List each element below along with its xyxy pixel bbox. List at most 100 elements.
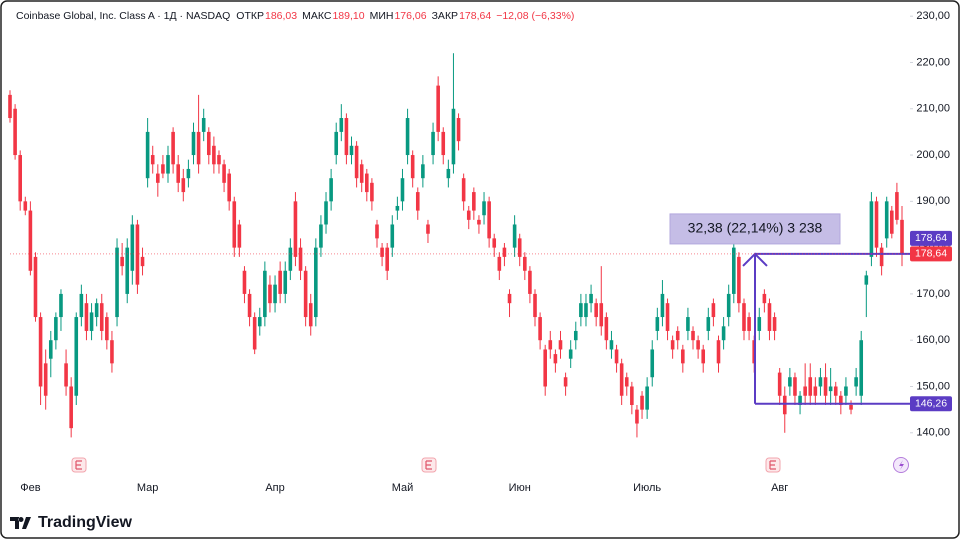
candle-body [69, 386, 73, 429]
x-tick-label: Авг [771, 482, 788, 494]
candle-body [711, 303, 716, 318]
candle-body [706, 317, 711, 331]
candle-body [645, 386, 649, 410]
earnings-glyph [769, 460, 776, 470]
price-label-box [910, 230, 952, 246]
candle-body [686, 317, 690, 331]
candle-body [222, 164, 226, 183]
candle-body [278, 270, 282, 294]
ohlc-value: 176,06 [394, 10, 427, 22]
candle-body [477, 219, 481, 225]
candle-body [171, 131, 175, 165]
candle-body [757, 317, 762, 331]
candle-body [818, 377, 823, 387]
candle-body [854, 377, 858, 387]
candle-body [594, 303, 598, 318]
candle-body [303, 270, 308, 318]
x-tick-label: Июль [633, 482, 661, 494]
candle-body [293, 201, 298, 257]
candle-body [900, 219, 904, 254]
candle-body [497, 256, 502, 271]
candle-body [329, 178, 333, 202]
candle-body [884, 201, 889, 239]
candle-body [380, 247, 384, 257]
candle-body [859, 340, 864, 396]
candle-body [461, 178, 466, 202]
x-tick-label: Мар [137, 482, 159, 494]
candle-body [507, 293, 512, 304]
x-tick-label: Май [392, 482, 414, 494]
candle-body [263, 270, 267, 318]
candle-body [135, 224, 140, 285]
candle-body [237, 224, 242, 248]
candle-body [217, 155, 221, 165]
candle-body [579, 303, 583, 318]
y-tick-label: 210,00 [916, 103, 950, 115]
candle-body [370, 182, 374, 202]
candle-body [212, 145, 216, 165]
candle-body [701, 349, 706, 364]
candle-body [528, 270, 532, 294]
candle-body [441, 131, 446, 156]
candle-body [359, 164, 364, 183]
candle-body [48, 340, 53, 359]
candle-body [145, 131, 150, 179]
candle-body [844, 386, 848, 396]
candle-body [487, 201, 491, 239]
price-label: 146,26 [915, 398, 947, 410]
candle-body [99, 303, 104, 331]
candle-body [390, 224, 395, 248]
candle-body [793, 377, 797, 396]
candle-body [548, 340, 553, 350]
candle-body [308, 303, 313, 327]
candle-body [436, 85, 440, 132]
event-markers [71, 457, 909, 473]
candle-body [232, 201, 237, 248]
candle-body [415, 192, 420, 211]
candle-body [13, 108, 17, 156]
candle-body [324, 201, 328, 225]
ohlc-key: ОТКР [236, 10, 264, 22]
candle-body [446, 168, 451, 179]
candle-body [742, 303, 746, 331]
candle-body [691, 330, 695, 341]
candle-body [517, 238, 522, 257]
candle-body [762, 293, 767, 304]
candle-body [456, 118, 461, 142]
candle-body [823, 377, 828, 396]
candle-body [431, 131, 435, 156]
candle-body [247, 293, 252, 318]
candle-body [110, 340, 114, 364]
candle-body [176, 164, 181, 183]
candle-body [624, 377, 629, 387]
candle-body [339, 118, 344, 132]
candle-body [89, 312, 94, 331]
candle-body [492, 238, 497, 248]
x-tick-label: Фев [20, 482, 40, 494]
candle-body [650, 349, 655, 378]
candle-body [400, 178, 405, 202]
y-tick-label: 170,00 [916, 288, 950, 300]
candle-body [543, 349, 547, 387]
candle-body [553, 354, 558, 364]
candle-body [839, 395, 843, 406]
candle-body [874, 201, 879, 248]
candle-body [512, 224, 517, 248]
candle-body [890, 210, 894, 234]
price-label-box [910, 246, 952, 262]
candle-body [584, 303, 588, 318]
ohlc-key: ЗАКР [431, 10, 459, 22]
candle-body [808, 377, 813, 396]
y-tick-label: 190,00 [916, 195, 950, 207]
candle-body [670, 340, 675, 350]
candle-body [410, 155, 415, 179]
candle-body [38, 317, 43, 387]
candle-body [161, 164, 165, 174]
earnings-glyph [425, 460, 432, 470]
logo-icon [10, 517, 31, 529]
candle-body [196, 131, 201, 165]
ohlc-value: 189,10 [332, 10, 365, 22]
ohlc-key: МИН [369, 10, 394, 22]
candle-body [803, 386, 807, 396]
candle-body [737, 256, 741, 304]
